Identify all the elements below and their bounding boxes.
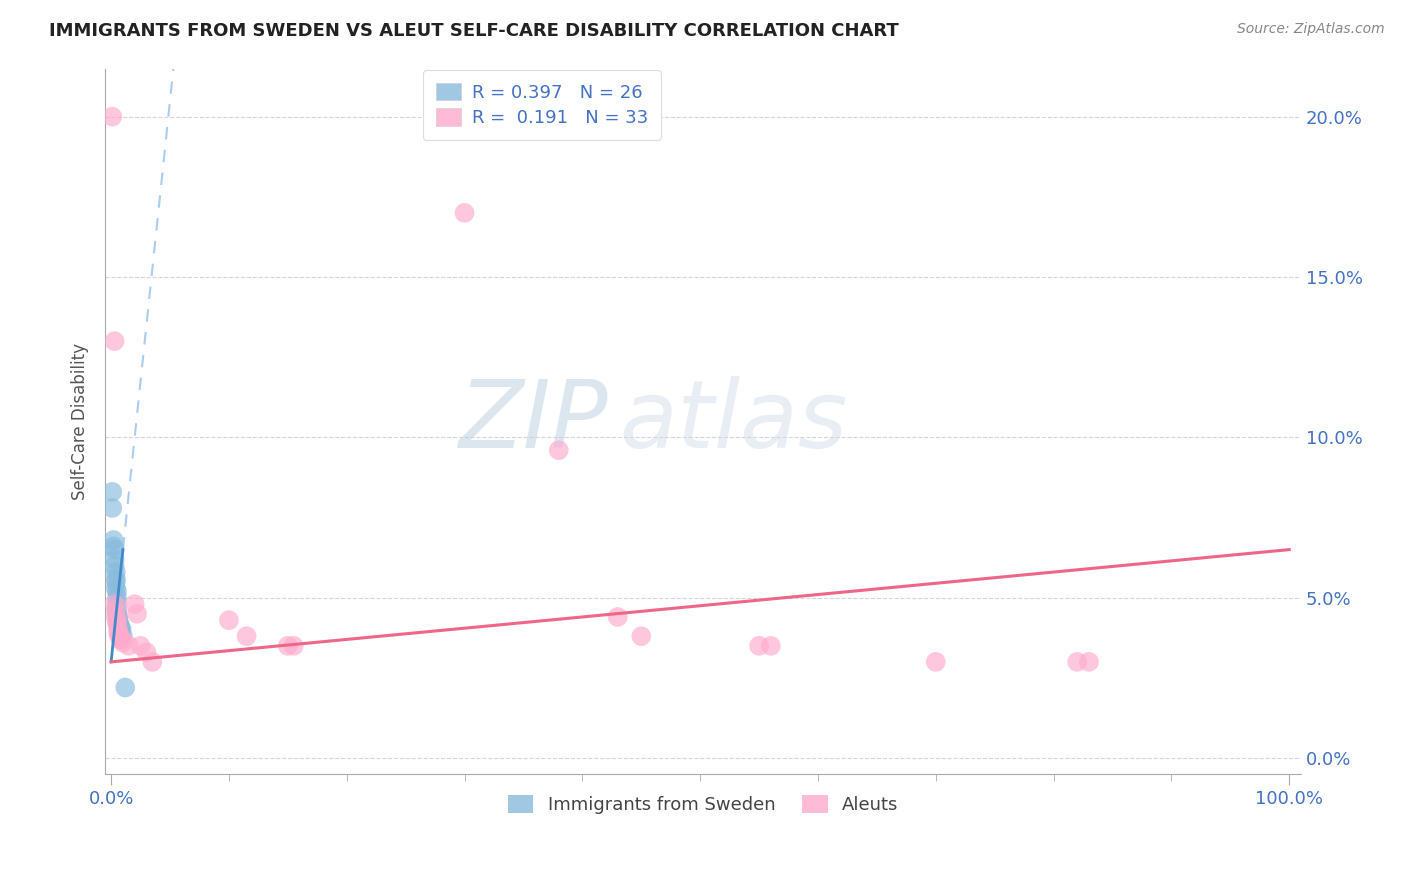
Point	[107, 616, 129, 631]
Y-axis label: Self-Care Disability: Self-Care Disability	[72, 343, 89, 500]
Point	[111, 635, 134, 649]
Point	[606, 610, 628, 624]
Point	[453, 206, 475, 220]
Point	[277, 639, 299, 653]
Point	[111, 629, 134, 643]
Point	[135, 645, 157, 659]
Point	[104, 542, 127, 557]
Point	[107, 626, 129, 640]
Point	[111, 632, 134, 647]
Point	[759, 639, 782, 653]
Point	[1078, 655, 1101, 669]
Point	[101, 484, 124, 499]
Point	[101, 500, 124, 515]
Point	[105, 584, 128, 599]
Point	[101, 110, 124, 124]
Point	[104, 597, 127, 611]
Point	[104, 574, 127, 589]
Point	[108, 619, 131, 633]
Point	[105, 591, 128, 605]
Point	[105, 616, 128, 631]
Point	[105, 607, 128, 621]
Text: atlas: atlas	[620, 376, 848, 467]
Point	[108, 616, 131, 631]
Point	[104, 572, 127, 586]
Point	[103, 533, 125, 547]
Point	[118, 639, 141, 653]
Point	[748, 639, 770, 653]
Point	[110, 619, 132, 633]
Legend: Immigrants from Sweden, Aleuts: Immigrants from Sweden, Aleuts	[496, 785, 910, 825]
Point	[630, 629, 652, 643]
Point	[105, 613, 128, 627]
Point	[218, 613, 240, 627]
Point	[104, 581, 127, 595]
Point	[104, 552, 127, 566]
Point	[104, 565, 127, 579]
Point	[125, 607, 148, 621]
Point	[110, 632, 132, 647]
Point	[925, 655, 948, 669]
Point	[107, 613, 129, 627]
Point	[110, 623, 132, 637]
Point	[1066, 655, 1088, 669]
Point	[104, 610, 127, 624]
Point	[104, 603, 127, 617]
Text: ZIP: ZIP	[458, 376, 607, 467]
Point	[110, 629, 132, 643]
Point	[105, 597, 128, 611]
Point	[283, 639, 305, 653]
Text: IMMIGRANTS FROM SWEDEN VS ALEUT SELF-CARE DISABILITY CORRELATION CHART: IMMIGRANTS FROM SWEDEN VS ALEUT SELF-CAR…	[49, 22, 898, 40]
Point	[107, 610, 129, 624]
Point	[107, 623, 129, 637]
Point	[111, 623, 134, 637]
Point	[124, 597, 146, 611]
Point	[129, 639, 152, 653]
Point	[114, 681, 136, 695]
Point	[141, 655, 163, 669]
Point	[547, 443, 569, 458]
Point	[105, 603, 128, 617]
Point	[104, 334, 127, 348]
Point	[235, 629, 257, 643]
Text: Source: ZipAtlas.com: Source: ZipAtlas.com	[1237, 22, 1385, 37]
Point	[108, 629, 131, 643]
Point	[103, 540, 125, 554]
Point	[104, 558, 127, 573]
